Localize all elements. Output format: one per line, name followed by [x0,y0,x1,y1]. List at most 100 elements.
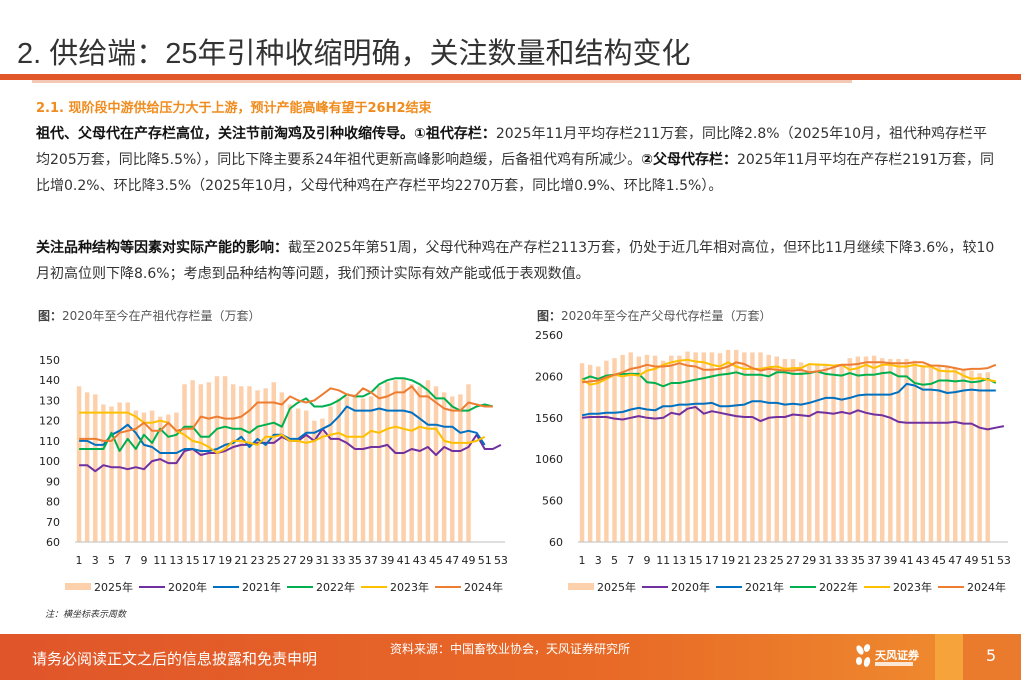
y-tick-label: 130 [39,394,60,407]
bar-2025-week-19 [222,376,228,542]
y-tick-label: 150 [39,354,60,367]
x-tick-label: 45 [932,554,946,567]
line-2023年 [581,358,997,386]
bar-2025-week-15 [693,352,698,542]
y-tick-label: 1060 [535,453,563,466]
bar-2025-week-44 [928,364,934,542]
bar-2025-week-27 [287,404,293,542]
x-tick-label: 11 [153,554,167,567]
bar-2025-week-42 [409,384,414,542]
x-tick-label: 11 [656,554,670,567]
x-tick-label: 27 [283,554,297,567]
bar-2025-week-32 [831,366,836,542]
legend-label: 2024年 [967,580,1006,594]
left-chart-title-prefix: 图： [38,309,63,323]
legend-label: 2021年 [745,580,784,594]
x-tick-label: 25 [770,554,784,567]
x-tick-label: 35 [851,554,865,567]
x-tick-label: 13 [169,554,183,567]
line-2022年 [581,370,997,388]
p1-bold-parent: ②父母代存栏： [641,152,737,168]
x-tick-label: 13 [672,554,686,567]
bar-2025-week-12 [166,414,171,542]
x-tick-label: 1 [76,554,83,567]
bar-2025-week-8 [636,356,642,542]
x-tick-label: 23 [754,554,768,567]
page-title: 2. 供给端：25年引种收缩明确，关注数量和结构变化 [17,38,691,70]
paragraph-stock-summary: 祖代、父母代在产存栏高位，关注节前淘鸡及引种收缩传导。①祖代存栏：2025年11… [36,121,996,199]
company-logo: 天风证券 [855,644,930,672]
bar-2025-week-51 [985,372,990,542]
x-tick-label: 25 [267,554,281,567]
title-divider [0,74,1021,80]
bar-2025-week-46 [944,366,950,542]
bar-2025-week-1 [579,363,585,542]
bar-2025-week-5 [612,358,617,542]
x-tick-label: 21 [234,554,248,567]
legend-label: 2022年 [819,580,858,594]
p1-text-grandparent: 2025年11月平均存栏211万套，同比降2.8%（2025年10月，祖代种鸡存… [36,126,988,168]
bar-2025-week-20 [733,349,739,542]
logo-subtitle-bar [875,662,913,666]
bar-2025-week-24 [263,388,268,542]
y-tick-label: 80 [46,496,60,509]
x-tick-label: 43 [413,554,427,567]
left-chart-title: 图：2020年至今在产祖代存栏量（万套） [38,307,261,324]
line-2020年 [582,406,1005,431]
bar-2025-week-31 [320,418,325,542]
bar-2025-week-42 [912,360,917,542]
bar-2025-week-20 [230,384,236,542]
bar-2025-week-43 [920,364,926,542]
x-tick-label: 41 [900,554,914,567]
footer-disclaimer: 请务必阅读正文之后的信息披露和免责申明 [32,650,318,668]
bar-2025-week-27 [790,359,796,542]
bar-2025-week-18 [717,353,723,542]
bar-2025-week-3 [596,366,601,542]
bar-2025-week-40 [896,359,901,542]
bar-2025-week-10 [652,355,658,542]
bar-2025-week-45 [936,366,942,542]
x-tick-label: 29 [299,554,313,567]
bar-2025-week-46 [441,392,447,542]
bar-2025-week-49 [466,384,471,542]
x-tick-label: 39 [380,554,394,567]
x-tick-label: 19 [721,554,735,567]
bar-2025-week-21 [742,352,747,542]
x-tick-label: 5 [611,554,618,567]
bar-2025-week-19 [725,349,731,542]
x-tick-label: 37 [867,554,881,567]
legend-swatch-bar [65,583,91,590]
x-tick-label: 39 [883,554,897,567]
bar-2025-week-16 [701,352,706,542]
x-tick-label: 3 [595,554,602,567]
bar-2025-week-33 [336,398,341,542]
legend-label: 2020年 [168,580,207,594]
x-tick-label: 43 [916,554,930,567]
x-tick-label: 27 [786,554,800,567]
legend-label: 2023年 [390,580,429,594]
x-tick-label: 53 [494,554,508,567]
x-tick-label: 17 [705,554,719,567]
title-divider-shadow [32,80,852,83]
bar-2025-week-50 [977,373,982,542]
bar-2025-week-16 [198,384,203,542]
line-2024年 [582,361,997,384]
legend-label: 2021年 [242,580,281,594]
bar-2025-week-11 [660,360,666,542]
bar-2025-week-4 [604,360,609,542]
y-tick-label: 70 [46,516,60,529]
bar-2025-week-21 [239,386,244,542]
bar-2025-week-5 [109,406,114,542]
x-tick-label: 53 [997,554,1011,567]
bar-2025-week-22 [247,386,252,542]
bar-2025-week-38 [880,358,885,542]
x-tick-label: 51 [981,554,995,567]
line-2024年 [79,385,493,442]
left-chart-title-text: 2020年至今在产祖代存栏量（万套） [62,309,261,323]
x-tick-label: 29 [802,554,816,567]
bar-2025-week-7 [628,352,633,542]
x-tick-label: 49 [461,554,475,567]
footer-tile [935,634,963,680]
bar-2025-week-37 [871,355,877,542]
bar-2025-week-38 [377,386,382,542]
